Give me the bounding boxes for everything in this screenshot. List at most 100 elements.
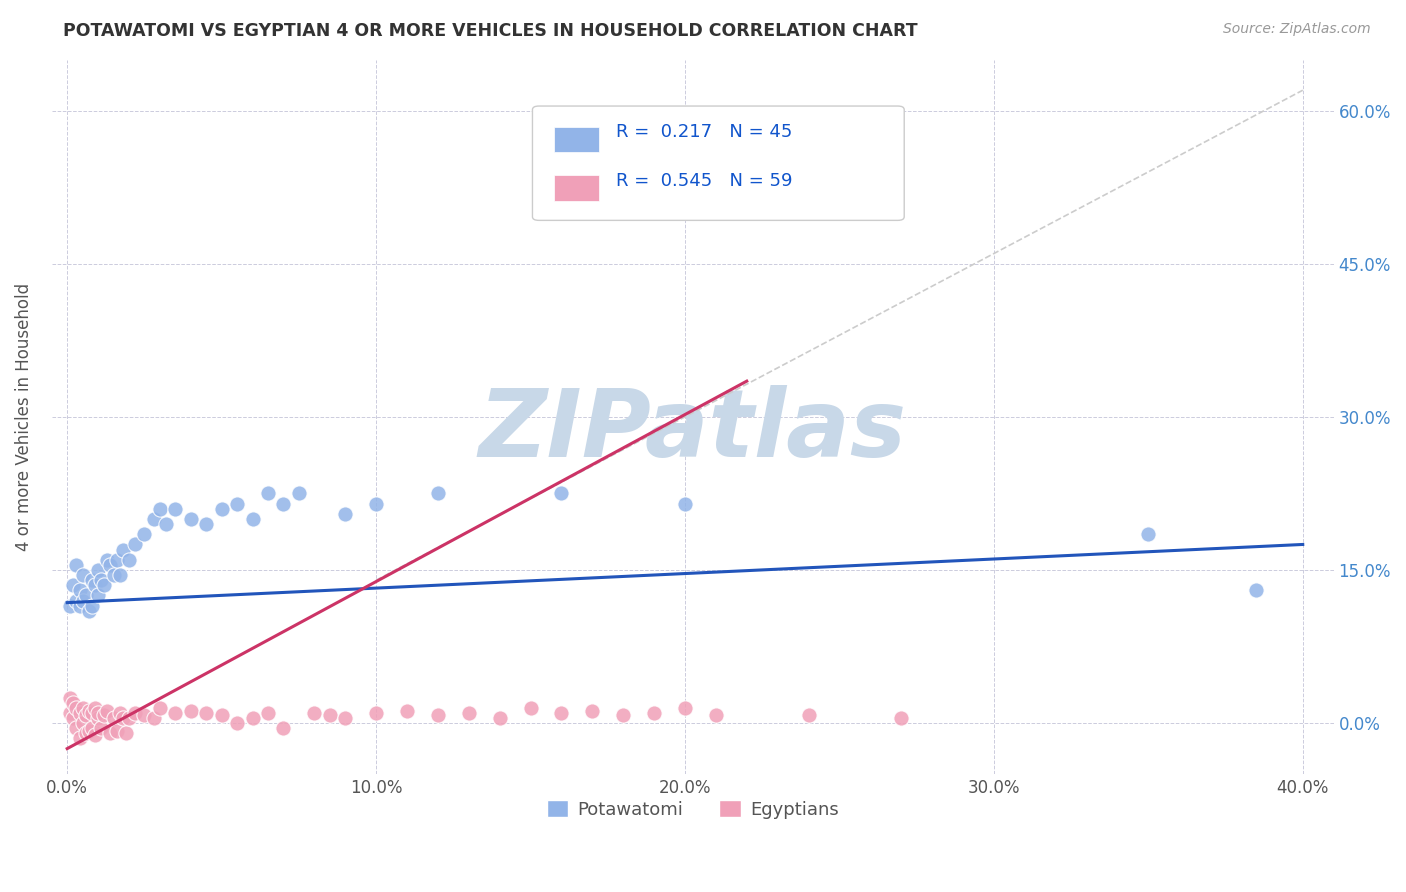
Point bbox=[65, 700, 87, 714]
Point bbox=[1246, 583, 1268, 598]
Point bbox=[75, 707, 97, 722]
Text: Source: ZipAtlas.com: Source: ZipAtlas.com bbox=[1223, 22, 1371, 37]
Point bbox=[87, 589, 110, 603]
Point bbox=[519, 700, 541, 714]
Point bbox=[115, 726, 138, 740]
Point bbox=[242, 711, 264, 725]
Point bbox=[149, 700, 172, 714]
Point bbox=[105, 553, 128, 567]
Point bbox=[226, 716, 249, 731]
Point bbox=[105, 724, 128, 739]
Point bbox=[211, 501, 233, 516]
Point bbox=[100, 726, 122, 740]
Point bbox=[59, 599, 82, 613]
Point bbox=[84, 700, 107, 714]
Point bbox=[111, 542, 134, 557]
Point bbox=[124, 706, 146, 720]
Point bbox=[165, 501, 187, 516]
Point bbox=[77, 704, 100, 718]
Y-axis label: 4 or more Vehicles in Household: 4 or more Vehicles in Household bbox=[15, 283, 32, 551]
Point bbox=[273, 497, 295, 511]
Point bbox=[108, 706, 131, 720]
Point bbox=[62, 578, 84, 592]
Point bbox=[704, 707, 727, 722]
Point bbox=[643, 706, 665, 720]
Point bbox=[488, 711, 510, 725]
Point bbox=[75, 589, 97, 603]
Point bbox=[211, 707, 233, 722]
Point bbox=[165, 706, 187, 720]
Point bbox=[118, 711, 141, 725]
FancyBboxPatch shape bbox=[533, 106, 904, 220]
Point bbox=[257, 706, 280, 720]
Point bbox=[108, 568, 131, 582]
Text: R =  0.217   N = 45: R = 0.217 N = 45 bbox=[616, 123, 792, 142]
Point bbox=[155, 516, 177, 531]
Point bbox=[72, 568, 94, 582]
Point bbox=[550, 486, 572, 500]
FancyBboxPatch shape bbox=[554, 175, 599, 201]
Point bbox=[69, 706, 91, 720]
Point bbox=[72, 716, 94, 731]
Point bbox=[134, 527, 156, 541]
Point bbox=[65, 558, 87, 572]
Point bbox=[96, 704, 118, 718]
Point bbox=[142, 711, 165, 725]
Point bbox=[364, 706, 387, 720]
Point bbox=[87, 711, 110, 725]
Point bbox=[80, 573, 103, 587]
Point bbox=[84, 728, 107, 742]
Point bbox=[673, 700, 696, 714]
Point bbox=[59, 690, 82, 705]
Point bbox=[195, 516, 218, 531]
Point bbox=[550, 706, 572, 720]
Point bbox=[90, 573, 112, 587]
Point bbox=[84, 578, 107, 592]
Point bbox=[80, 706, 103, 720]
Text: R =  0.545   N = 59: R = 0.545 N = 59 bbox=[616, 172, 793, 190]
Point bbox=[93, 578, 115, 592]
Point bbox=[65, 721, 87, 735]
Point bbox=[118, 553, 141, 567]
Point bbox=[335, 711, 357, 725]
Point bbox=[335, 507, 357, 521]
Point bbox=[100, 558, 122, 572]
Point bbox=[77, 604, 100, 618]
Text: POTAWATOMI VS EGYPTIAN 4 OR MORE VEHICLES IN HOUSEHOLD CORRELATION CHART: POTAWATOMI VS EGYPTIAN 4 OR MORE VEHICLE… bbox=[63, 22, 918, 40]
Point bbox=[180, 704, 202, 718]
Point bbox=[111, 711, 134, 725]
Point bbox=[612, 707, 634, 722]
Text: ZIPatlas: ZIPatlas bbox=[478, 385, 907, 477]
Point bbox=[90, 721, 112, 735]
Point bbox=[72, 700, 94, 714]
Point bbox=[103, 568, 125, 582]
Point bbox=[103, 711, 125, 725]
Point bbox=[69, 583, 91, 598]
Point bbox=[364, 497, 387, 511]
Point bbox=[142, 512, 165, 526]
Point bbox=[319, 707, 342, 722]
Point bbox=[673, 497, 696, 511]
Point bbox=[72, 593, 94, 607]
Point bbox=[77, 724, 100, 739]
Point bbox=[65, 593, 87, 607]
Point bbox=[180, 512, 202, 526]
Point bbox=[87, 706, 110, 720]
Point bbox=[124, 537, 146, 551]
Point bbox=[80, 721, 103, 735]
Point bbox=[69, 731, 91, 746]
Point bbox=[288, 486, 311, 500]
Point bbox=[273, 721, 295, 735]
Legend: Potawatomi, Egyptians: Potawatomi, Egyptians bbox=[540, 793, 846, 826]
Point bbox=[62, 711, 84, 725]
Point bbox=[242, 512, 264, 526]
Point bbox=[93, 707, 115, 722]
Point bbox=[890, 711, 912, 725]
Point bbox=[457, 706, 479, 720]
Point bbox=[797, 707, 820, 722]
Point bbox=[426, 707, 449, 722]
Point bbox=[226, 497, 249, 511]
Point bbox=[96, 553, 118, 567]
Point bbox=[149, 501, 172, 516]
Point bbox=[75, 726, 97, 740]
